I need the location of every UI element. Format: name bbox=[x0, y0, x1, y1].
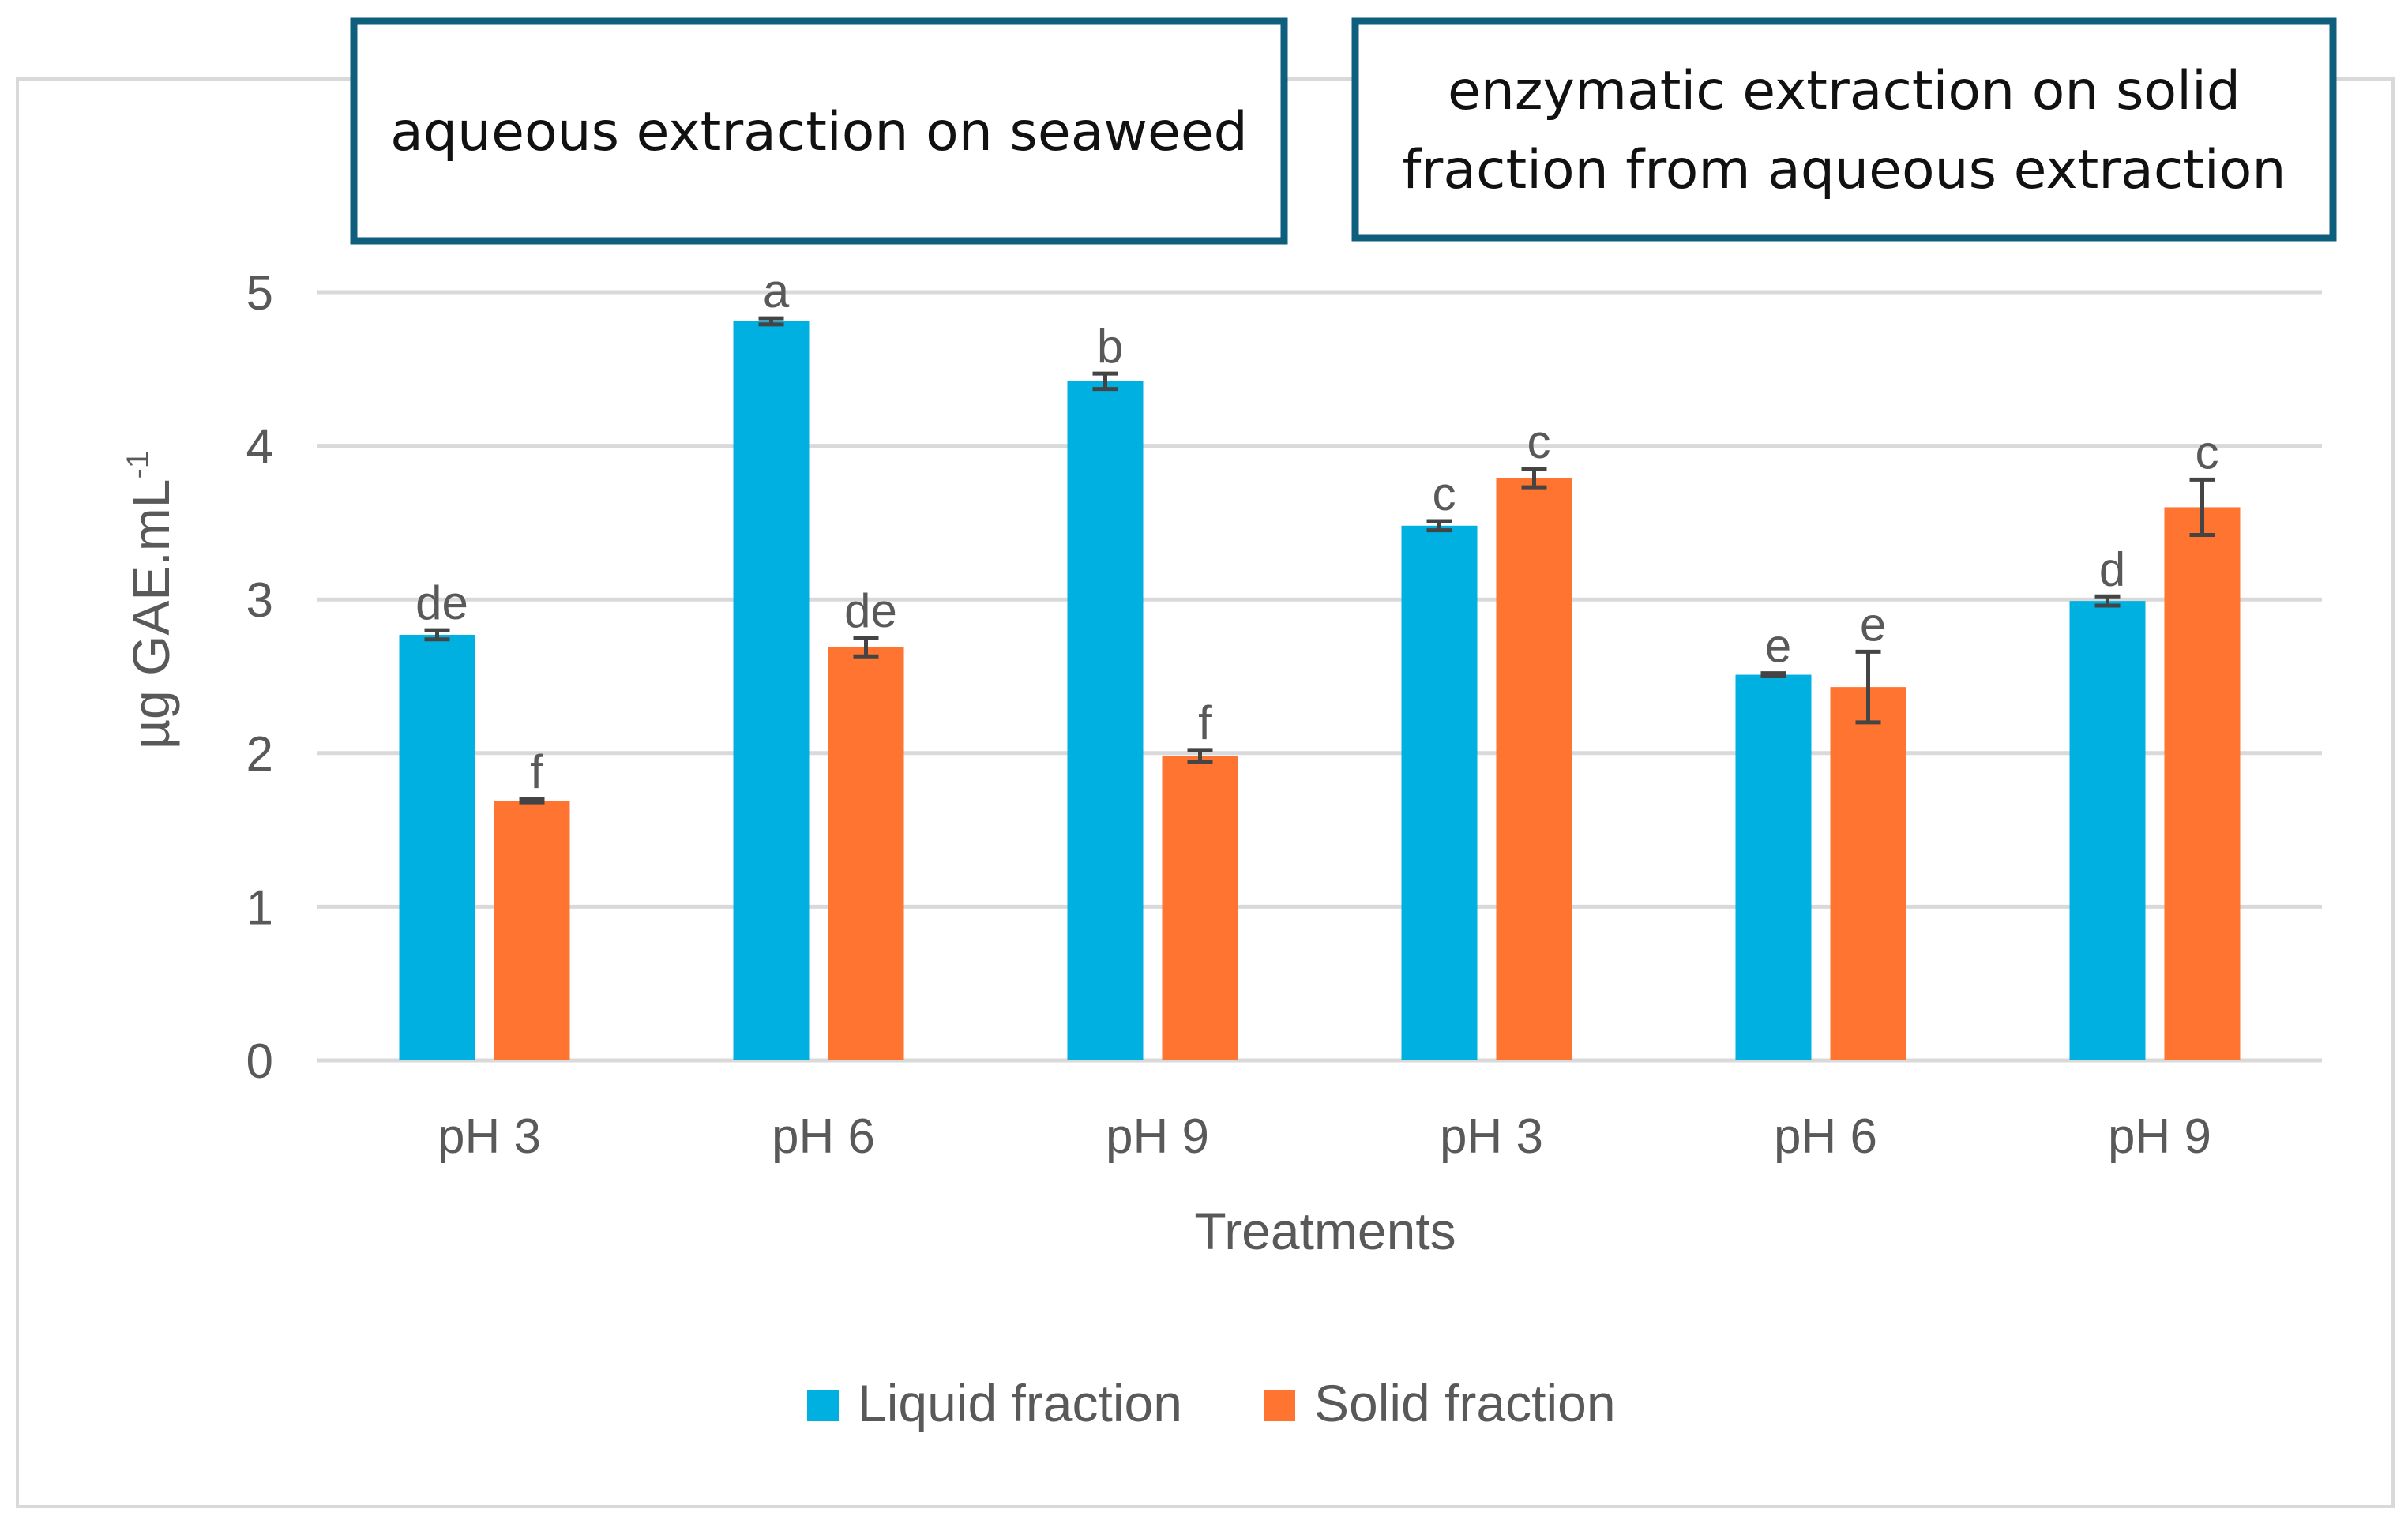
y-tick-label: 5 bbox=[246, 266, 273, 321]
x-tick-label: pH 3 bbox=[438, 1109, 541, 1164]
significance-label: d bbox=[2099, 542, 2125, 595]
legend-swatch-solid bbox=[1264, 1390, 1295, 1421]
liquid-bar-2 bbox=[1067, 381, 1144, 1060]
bars-layer bbox=[399, 321, 2241, 1060]
y-tick-label: 3 bbox=[246, 573, 273, 628]
y-axis-title: µg GAE.mL-1 bbox=[121, 451, 180, 749]
group-label-line: aqueous extraction on seaweed bbox=[390, 101, 1248, 163]
significance-labels-layer: de a b c e d f de f c e c bbox=[415, 265, 2218, 798]
solid-bar-5 bbox=[2164, 507, 2241, 1060]
liquid-bar-4 bbox=[1735, 674, 1812, 1060]
y-tick-labels: 0 1 2 3 4 5 bbox=[246, 266, 273, 1089]
y-axis-title-main: µg GAE.mL bbox=[122, 479, 180, 749]
y-axis-title-superscript: -1 bbox=[121, 451, 156, 479]
significance-label: b bbox=[1097, 320, 1123, 373]
group-box-border bbox=[1351, 17, 2337, 242]
x-tick-label: pH 6 bbox=[1774, 1109, 1877, 1164]
significance-label: f bbox=[1198, 696, 1212, 749]
error-bars-layer bbox=[424, 316, 2215, 805]
x-tick-label: pH 9 bbox=[2108, 1109, 2211, 1164]
legend-label-solid: Solid fraction bbox=[1314, 1374, 1616, 1432]
group-box-border bbox=[350, 17, 1288, 245]
liquid-bar-0 bbox=[399, 634, 475, 1060]
solid-bar-2 bbox=[1162, 756, 1238, 1060]
x-axis-title: Treatments bbox=[1194, 1202, 1456, 1260]
x-tick-labels: pH 3 pH 6 pH 9 pH 3 pH 6 pH 9 bbox=[438, 1109, 2211, 1164]
y-tick-label: 2 bbox=[246, 727, 273, 782]
x-tick-label: pH 3 bbox=[1440, 1109, 1543, 1164]
x-tick-label: pH 9 bbox=[1106, 1109, 1209, 1164]
significance-label: f bbox=[530, 745, 543, 798]
group-box-1: enzymatic extraction on solid fraction fr… bbox=[1351, 17, 2337, 242]
significance-label: de bbox=[844, 584, 897, 637]
liquid-bar-3 bbox=[1401, 525, 1478, 1060]
group-box-0: aqueous extraction on seaweed bbox=[350, 17, 1288, 245]
solid-bar-4 bbox=[1830, 687, 1906, 1060]
grid-layer bbox=[317, 290, 2322, 1063]
significance-label: c bbox=[2196, 426, 2219, 478]
significance-label: c bbox=[1433, 467, 1456, 520]
group-labels-layer: aqueous extraction on seaweed enzymatic e… bbox=[350, 17, 2337, 245]
legend-label-liquid: Liquid fraction bbox=[858, 1374, 1182, 1432]
significance-label: e bbox=[1765, 620, 1791, 673]
liquid-bar-1 bbox=[733, 321, 810, 1060]
significance-label: e bbox=[1860, 598, 1886, 651]
liquid-bar-5 bbox=[2069, 601, 2146, 1060]
significance-label: c bbox=[1527, 415, 1551, 468]
y-tick-label: 1 bbox=[246, 880, 273, 935]
legend-swatch-liquid bbox=[807, 1390, 839, 1421]
x-tick-label: pH 6 bbox=[772, 1109, 875, 1164]
legend: Liquid fraction Solid fraction bbox=[807, 1374, 1616, 1432]
y-tick-label: 0 bbox=[246, 1034, 273, 1089]
group-label-line: fraction from aqueous extraction bbox=[1402, 139, 2286, 201]
solid-bar-0 bbox=[494, 801, 570, 1060]
significance-label: a bbox=[763, 265, 790, 317]
significance-label: de bbox=[415, 576, 468, 629]
svg-text:µg GAE.mL-1: µg GAE.mL-1 bbox=[121, 451, 180, 749]
solid-bar-3 bbox=[1496, 478, 1572, 1060]
group-label-line: enzymatic extraction on solid bbox=[1448, 60, 2241, 122]
y-tick-label: 4 bbox=[246, 420, 273, 475]
solid-bar-1 bbox=[828, 647, 904, 1060]
